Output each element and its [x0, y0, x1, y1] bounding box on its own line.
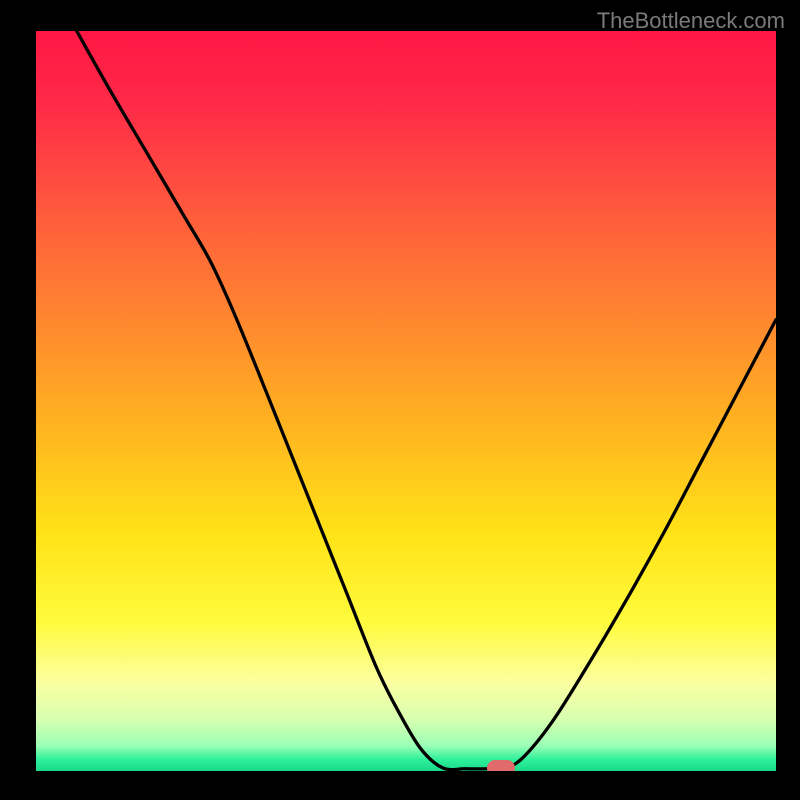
bottleneck-chart: [36, 31, 776, 771]
optimal-point-marker: [487, 760, 515, 771]
bottleneck-curve: [36, 31, 776, 771]
